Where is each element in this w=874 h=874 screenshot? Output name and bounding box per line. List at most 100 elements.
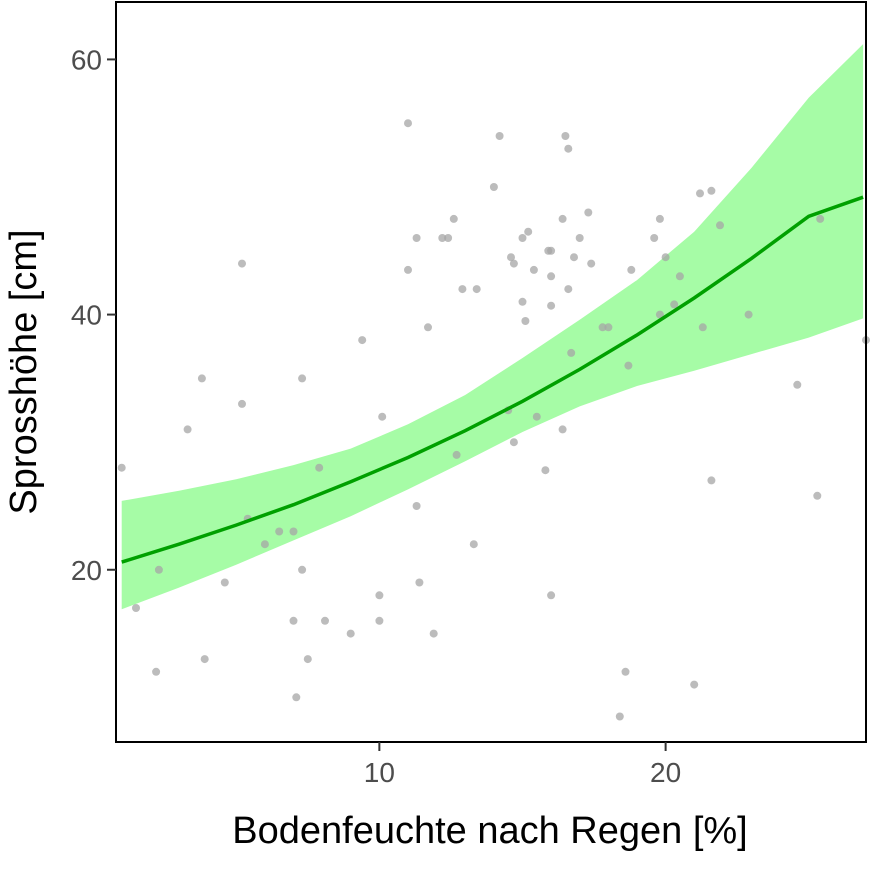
data-point [716,221,724,230]
data-point [346,629,355,638]
x-tick-label: 20 [650,757,681,788]
data-point [412,234,421,242]
data-point [547,272,556,281]
confidence-band [121,44,864,610]
data-point [570,253,578,262]
data-point [289,616,298,625]
data-point [518,297,527,306]
data-point [298,374,307,383]
data-point [816,214,825,223]
data-point [627,265,636,274]
data-point [615,712,624,721]
data-point [561,132,570,140]
data-point [518,234,527,242]
data-point [621,667,630,676]
data-point [152,667,161,676]
data-point [238,399,246,408]
data-point [813,491,822,500]
y-tick-label: 60 [71,44,102,75]
data-point [564,285,573,294]
data-point [117,463,126,472]
data-point [707,476,716,485]
data-point [509,438,518,447]
data-point [558,214,567,223]
x-tick-label: 10 [364,757,395,788]
data-point [458,285,467,294]
data-point [238,259,246,268]
data-point [655,310,664,319]
data-point [655,214,664,223]
data-point [587,259,596,268]
data-point [358,336,367,345]
data-point [507,253,515,262]
data-point [404,119,412,128]
data-point [183,425,192,434]
data-point [412,502,421,510]
data-point [744,310,753,319]
fit-line [121,195,864,564]
data-point [489,183,498,191]
y-axis: 20 40 60 [71,44,116,586]
y-tick-label: 20 [71,555,102,586]
data-point [661,253,670,262]
data-point [132,604,140,612]
data-point [424,323,432,332]
data-point [321,616,329,625]
data-point [154,565,163,574]
plot-frame [115,1,867,743]
data-point [298,565,307,574]
data-point [624,361,633,370]
data-point [429,629,438,638]
data-point [509,259,518,268]
data-point [472,285,481,294]
data-point [547,301,556,310]
data-point [521,317,530,325]
x-axis-title: Bodenfeuchte nach Regen [%] [232,810,748,852]
data-point [444,234,453,242]
data-point [696,189,704,198]
data-point [547,591,556,600]
data-point [415,578,424,587]
data-point [200,655,209,664]
data-point [675,272,684,281]
data-point [707,186,716,195]
data-point [567,348,576,357]
data-point [690,680,699,689]
data-points-layer [117,119,870,721]
data-point [793,380,802,389]
data-point [289,527,298,536]
data-point [292,693,301,702]
data-point [575,234,584,242]
data-point [452,450,461,459]
data-point [604,323,613,332]
data-point [524,227,533,236]
data-point [529,265,538,274]
data-point [547,246,556,255]
data-point [438,234,447,242]
data-point [558,425,567,434]
data-point [404,265,412,274]
y-tick-label: 40 [71,300,102,331]
data-point [260,540,269,549]
data-point [197,374,206,383]
data-point [584,208,593,217]
data-point [315,463,324,472]
data-point [598,323,607,332]
fit-line-layer [121,195,864,564]
x-axis: 10 20 [364,742,681,788]
data-point [303,655,312,664]
data-point [375,591,384,600]
confidence-band-layer [121,44,864,610]
data-point [469,540,478,549]
data-point [541,466,550,475]
data-point [378,412,387,421]
data-point [532,412,541,421]
data-point [495,132,504,140]
data-point [220,578,229,587]
data-point [650,234,659,242]
data-point [449,214,458,223]
data-point [275,527,284,536]
data-point [698,323,707,332]
y-axis-title: Sprosshöhe [cm] [3,229,45,514]
